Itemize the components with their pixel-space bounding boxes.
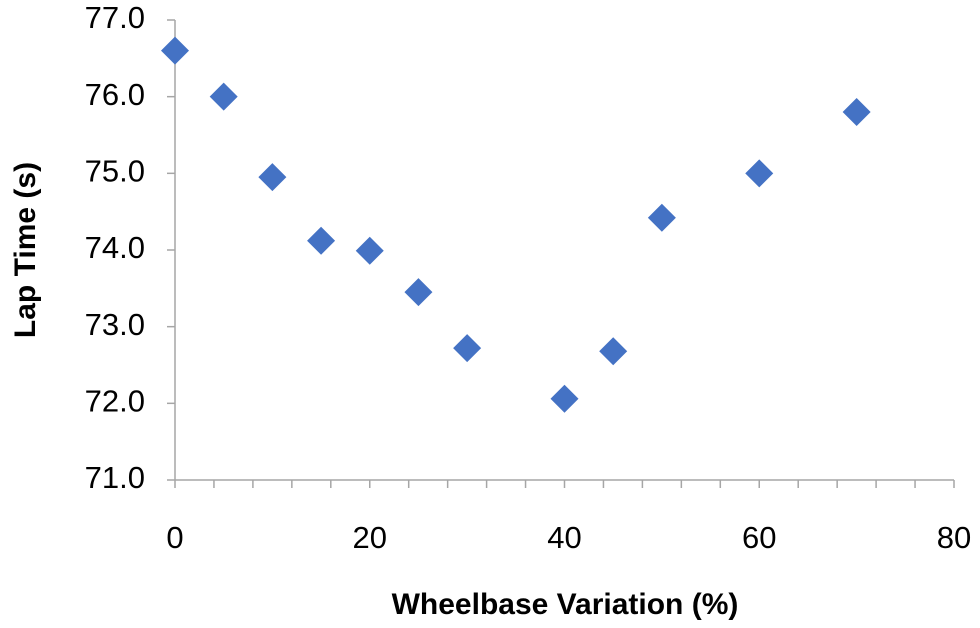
y-tick-label: 73.0	[85, 307, 145, 342]
y-tick-label: 76.0	[85, 77, 145, 112]
point	[404, 278, 433, 307]
point	[453, 334, 482, 363]
point	[745, 159, 774, 188]
y-tick-label: 71.0	[85, 460, 145, 495]
point	[161, 36, 189, 65]
x-tick-label: 60	[742, 520, 776, 555]
point	[842, 98, 871, 126]
point	[209, 82, 238, 111]
x-tick-label: 0	[166, 520, 183, 555]
point	[550, 384, 579, 413]
point	[307, 226, 336, 255]
x-axis-title: Wheelbase Variation (%)	[392, 588, 739, 621]
point	[258, 163, 287, 192]
y-tick-label: 77.0	[85, 0, 145, 35]
x-tick-label: 20	[353, 520, 387, 555]
y-tick-label: 72.0	[85, 384, 145, 419]
y-tick-label: 74.0	[85, 230, 145, 265]
point	[647, 203, 676, 232]
x-tick-label: 40	[547, 520, 581, 555]
y-axis-title: Lap Time (s)	[9, 162, 42, 338]
x-tick-label: 80	[937, 520, 971, 555]
y-tick-label: 75.0	[85, 154, 145, 189]
point	[355, 236, 384, 265]
point	[599, 337, 628, 366]
